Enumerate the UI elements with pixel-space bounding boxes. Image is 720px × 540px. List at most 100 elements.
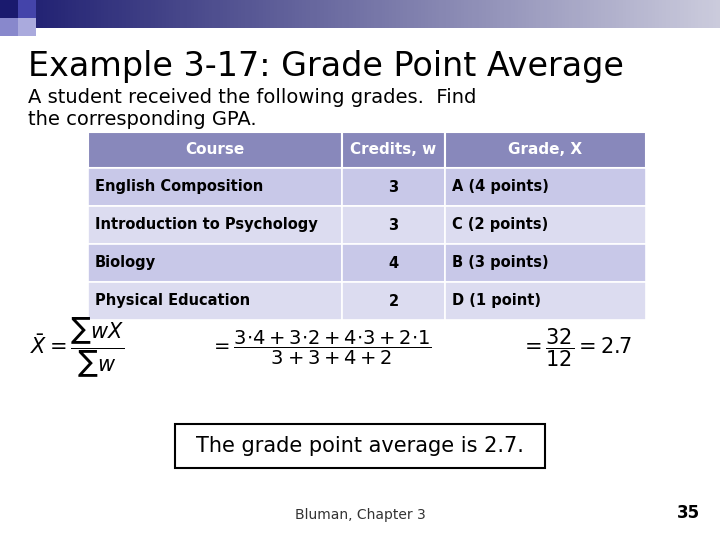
Bar bbox=[367, 0, 372, 28]
Bar bbox=[349, 0, 354, 28]
Bar bbox=[148, 0, 152, 28]
Bar bbox=[184, 0, 188, 28]
Bar bbox=[378, 0, 382, 28]
Bar bbox=[173, 0, 177, 28]
Bar bbox=[576, 0, 580, 28]
Bar bbox=[468, 0, 472, 28]
Bar bbox=[238, 0, 242, 28]
Text: A student received the following grades.  Find: A student received the following grades.… bbox=[28, 88, 477, 107]
Bar bbox=[122, 0, 127, 28]
Bar bbox=[4, 0, 8, 28]
Bar bbox=[227, 0, 231, 28]
Bar bbox=[155, 0, 159, 28]
Bar bbox=[220, 0, 224, 28]
Bar bbox=[151, 0, 156, 28]
Bar bbox=[277, 0, 282, 28]
Bar bbox=[493, 0, 498, 28]
Bar bbox=[76, 0, 80, 28]
Bar bbox=[274, 0, 278, 28]
Bar bbox=[518, 0, 523, 28]
Bar bbox=[18, 0, 22, 28]
Bar bbox=[446, 0, 451, 28]
Bar bbox=[292, 0, 296, 28]
Bar bbox=[119, 0, 123, 28]
Bar bbox=[175, 424, 545, 468]
Bar bbox=[209, 0, 213, 28]
Text: Grade, X: Grade, X bbox=[508, 143, 582, 158]
Bar bbox=[445, 168, 646, 206]
Bar bbox=[425, 0, 429, 28]
Bar bbox=[130, 0, 134, 28]
Bar bbox=[18, 18, 36, 36]
Bar bbox=[180, 0, 184, 28]
Bar bbox=[677, 0, 681, 28]
Bar bbox=[22, 0, 26, 28]
Bar bbox=[88, 168, 342, 206]
Bar bbox=[522, 0, 526, 28]
Bar bbox=[353, 0, 357, 28]
Bar bbox=[342, 282, 445, 320]
Bar bbox=[299, 0, 303, 28]
Bar bbox=[526, 0, 530, 28]
Bar bbox=[58, 0, 62, 28]
Bar bbox=[342, 206, 445, 244]
Bar bbox=[126, 0, 130, 28]
Text: A (4 points): A (4 points) bbox=[452, 179, 549, 194]
Bar bbox=[115, 0, 120, 28]
Bar bbox=[580, 0, 584, 28]
Text: Physical Education: Physical Education bbox=[95, 294, 250, 308]
Text: $= \dfrac{32}{12} = 2.7$: $= \dfrac{32}{12} = 2.7$ bbox=[520, 327, 632, 369]
Bar bbox=[461, 0, 465, 28]
Bar bbox=[18, 0, 36, 18]
Text: 4: 4 bbox=[389, 255, 399, 271]
Bar bbox=[418, 0, 422, 28]
Bar bbox=[634, 0, 638, 28]
Bar bbox=[605, 0, 609, 28]
Bar bbox=[421, 0, 426, 28]
Bar bbox=[684, 0, 688, 28]
Bar bbox=[414, 0, 418, 28]
Bar bbox=[281, 0, 285, 28]
Text: B (3 points): B (3 points) bbox=[452, 255, 549, 271]
Bar bbox=[716, 0, 720, 28]
Bar bbox=[320, 0, 325, 28]
Text: 35: 35 bbox=[677, 504, 700, 522]
Bar bbox=[608, 0, 613, 28]
Bar bbox=[572, 0, 577, 28]
Bar bbox=[562, 0, 566, 28]
Bar bbox=[508, 0, 512, 28]
Bar bbox=[601, 0, 606, 28]
Bar bbox=[565, 0, 570, 28]
Bar bbox=[706, 0, 710, 28]
Bar bbox=[248, 0, 253, 28]
Bar bbox=[306, 0, 310, 28]
Bar bbox=[396, 0, 400, 28]
Bar bbox=[191, 0, 195, 28]
Bar bbox=[450, 0, 454, 28]
Bar bbox=[342, 244, 445, 282]
Bar bbox=[7, 0, 12, 28]
Bar bbox=[88, 244, 342, 282]
Bar bbox=[302, 0, 307, 28]
Bar bbox=[158, 0, 163, 28]
Bar bbox=[428, 0, 433, 28]
Bar bbox=[662, 0, 667, 28]
Bar bbox=[436, 0, 440, 28]
Bar bbox=[83, 0, 87, 28]
Bar bbox=[475, 0, 480, 28]
Bar bbox=[445, 132, 646, 168]
Bar bbox=[50, 0, 55, 28]
Bar bbox=[626, 0, 631, 28]
Bar bbox=[88, 206, 342, 244]
Bar bbox=[65, 0, 69, 28]
Bar bbox=[202, 0, 206, 28]
Bar bbox=[342, 0, 346, 28]
Bar bbox=[479, 0, 483, 28]
Bar bbox=[29, 0, 33, 28]
Bar bbox=[144, 0, 148, 28]
Bar bbox=[544, 0, 548, 28]
Bar bbox=[432, 0, 436, 28]
Bar bbox=[511, 0, 516, 28]
Bar bbox=[32, 0, 37, 28]
Bar bbox=[88, 132, 342, 168]
